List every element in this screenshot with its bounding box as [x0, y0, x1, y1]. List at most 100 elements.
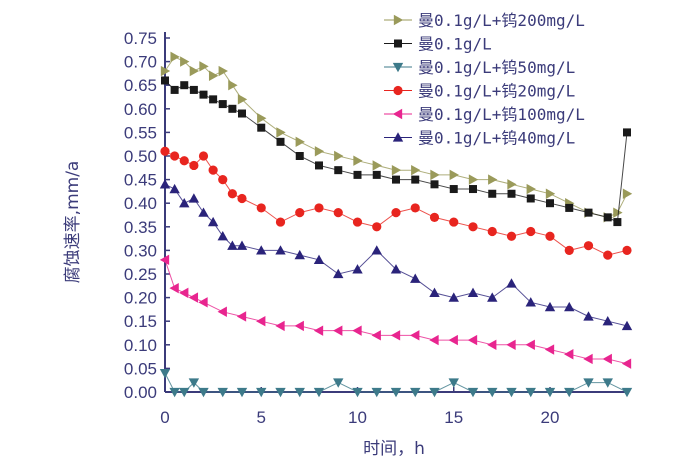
y-tick-label: 0.65	[124, 76, 157, 95]
legend-entry: 曼0.1g/L+钨40mg/L	[418, 129, 575, 148]
data-point	[411, 164, 421, 176]
data-point	[295, 208, 305, 218]
data-point	[169, 387, 180, 398]
y-tick-label: 0.25	[124, 265, 157, 284]
data-point	[333, 378, 344, 388]
legend-entry: 曼0.1g/L	[418, 35, 492, 54]
data-point	[372, 222, 382, 232]
data-point	[371, 330, 381, 341]
x-tick-label: 0	[160, 408, 169, 427]
data-point	[545, 188, 556, 199]
data-point	[602, 378, 613, 388]
data-point	[390, 264, 402, 274]
y-axis-label: 腐蚀速率,mm/a	[63, 161, 83, 284]
data-point	[353, 155, 363, 166]
data-point	[276, 137, 285, 146]
series-line	[164, 150, 628, 256]
data-point	[198, 151, 209, 161]
data-point	[256, 245, 267, 255]
legend-entry: 曼0.1g/L+钨200mg/L	[418, 11, 585, 30]
data-point	[256, 387, 267, 398]
data-point	[544, 387, 556, 398]
data-point	[544, 344, 555, 355]
data-point	[218, 65, 228, 77]
data-point	[469, 185, 477, 194]
data-point	[314, 203, 324, 213]
data-point	[275, 245, 286, 255]
data-point	[449, 185, 458, 194]
data-point	[333, 325, 343, 336]
data-point	[199, 90, 208, 99]
data-point	[467, 287, 479, 298]
data-point	[584, 208, 593, 217]
data-point	[227, 189, 237, 199]
data-point	[189, 65, 200, 77]
data-point	[506, 278, 517, 288]
series-2	[159, 368, 633, 398]
data-point	[170, 151, 180, 161]
data-point	[276, 127, 286, 138]
x-tick-label: 5	[257, 408, 266, 427]
data-point	[238, 109, 246, 118]
data-point	[411, 175, 420, 184]
data-point	[429, 287, 440, 298]
data-point	[449, 217, 459, 227]
data-point	[159, 368, 171, 379]
data-point	[526, 183, 536, 195]
data-point	[448, 378, 459, 388]
data-point	[468, 222, 478, 232]
data-point	[583, 311, 594, 321]
data-point	[209, 95, 218, 104]
data-point	[275, 217, 286, 227]
legend-marker	[392, 108, 403, 120]
data-point	[352, 325, 362, 336]
data-point	[507, 179, 517, 190]
data-point	[180, 81, 189, 90]
data-point	[448, 334, 458, 346]
data-point	[161, 76, 169, 85]
data-point	[333, 268, 344, 279]
data-point	[410, 330, 420, 341]
y-tick-label: 0.60	[124, 100, 157, 119]
data-point	[218, 100, 227, 109]
data-point	[256, 203, 266, 213]
data-point	[564, 387, 575, 398]
data-point	[228, 80, 238, 91]
data-point	[525, 387, 536, 398]
data-point	[583, 378, 594, 388]
data-point	[603, 213, 612, 222]
data-point	[371, 245, 382, 255]
data-point	[189, 160, 199, 171]
data-point	[546, 199, 554, 208]
data-point	[613, 207, 623, 218]
data-point	[429, 212, 440, 222]
data-point	[564, 245, 574, 255]
data-point	[160, 65, 171, 77]
data-point	[429, 387, 440, 398]
series-1	[161, 76, 631, 227]
data-point	[371, 387, 382, 398]
data-point	[525, 339, 535, 350]
data-point	[199, 61, 209, 72]
data-point	[467, 387, 479, 398]
data-point	[487, 292, 498, 302]
legend-marker	[392, 62, 404, 73]
data-point	[623, 128, 631, 137]
x-tick-label: 10	[348, 408, 367, 427]
legend-entry: 曼0.1g/L+钨100mg/L	[418, 105, 585, 124]
data-point	[526, 226, 536, 237]
y-tick-label: 0.15	[124, 312, 157, 331]
data-point	[564, 349, 574, 360]
data-point	[315, 161, 323, 170]
data-point	[507, 189, 516, 198]
data-point	[159, 179, 171, 189]
data-point	[488, 189, 497, 198]
data-point	[621, 358, 632, 369]
data-point	[449, 169, 459, 181]
data-point	[295, 136, 305, 148]
x-tick-label: 20	[541, 408, 560, 427]
data-point	[410, 203, 420, 213]
data-point	[429, 334, 439, 346]
data-point	[565, 203, 574, 212]
